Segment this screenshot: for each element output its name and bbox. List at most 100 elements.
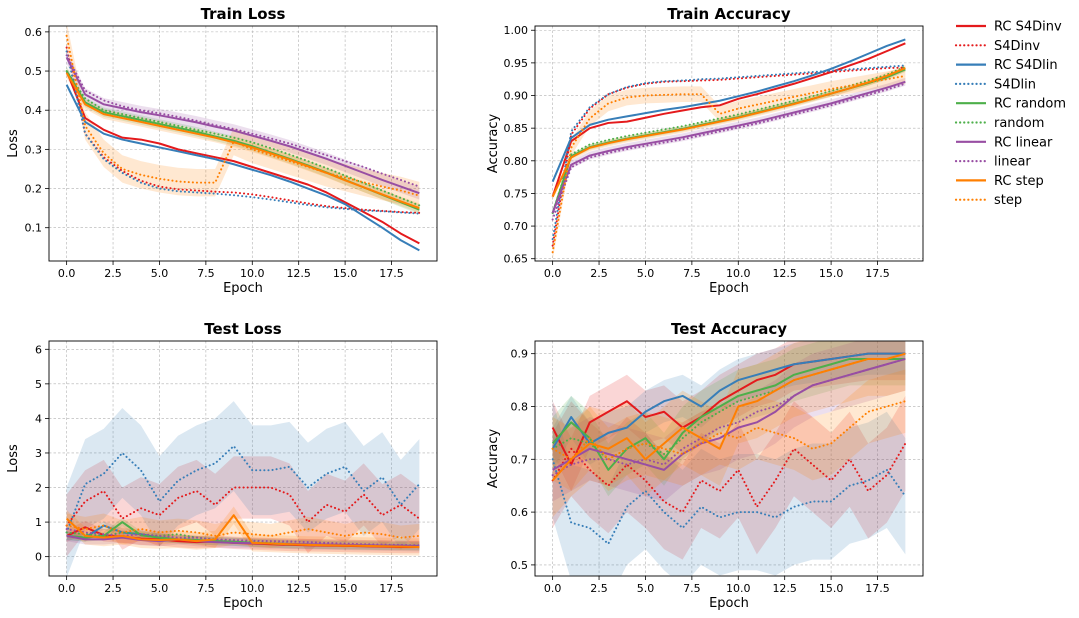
test-loss-x-axis-label: Epoch xyxy=(223,596,263,611)
x-tick-label: 15.0 xyxy=(333,582,358,595)
train-accuracy-line-random xyxy=(551,65,907,215)
x-tick-label: 12.5 xyxy=(286,582,311,595)
legend-item-linear: linear xyxy=(954,155,1031,170)
test-accuracy-x-axis-label: Epoch xyxy=(709,596,749,611)
x-tick-label: 15.0 xyxy=(333,267,358,280)
legend-item-rc-linear: RC linear xyxy=(956,135,1053,150)
train-loss-band-step xyxy=(66,26,420,210)
train-loss-title: Train Loss xyxy=(201,5,286,23)
test-loss-panel: 0.0 2.5 5.0 7.5 10.0 12.5 15.0 17.5 0 1 2 3 4 5 6 Test … xyxy=(6,320,438,611)
legend-item-rc-s4dlin: RC S4Dlin xyxy=(956,58,1058,73)
test-loss-band-rc-s4dlin xyxy=(66,521,420,551)
x-tick-label: 10.0 xyxy=(726,582,751,595)
test-accuracy-plot-area xyxy=(551,341,907,576)
x-tick-label: 17.5 xyxy=(379,267,404,280)
legend-label: random xyxy=(994,116,1044,131)
test-loss-line-linear xyxy=(65,528,421,547)
legend-label: S4Dlin xyxy=(994,77,1036,92)
y-tick-label: 4 xyxy=(35,412,42,425)
x-tick-label: 10.0 xyxy=(726,267,751,280)
train-loss-line-s4dlin xyxy=(65,50,421,215)
train-loss-panel: 0.0 2.5 5.0 7.5 10.0 12.5 15.0 17.5 0.1 0.2 0.3 0.4… xyxy=(6,5,438,296)
test-loss-line-rc-step xyxy=(65,514,420,548)
y-tick-label: 0 xyxy=(35,551,42,564)
y-tick-label: 3 xyxy=(35,447,42,460)
y-tick-label: 0.2 xyxy=(25,183,43,196)
test-accuracy-band-step xyxy=(552,369,906,491)
test-accuracy-line-linear xyxy=(551,357,907,477)
x-tick-label: 7.5 xyxy=(683,582,701,595)
y-tick-label: 1 xyxy=(35,516,42,529)
train-loss-line-rc-linear xyxy=(65,56,420,195)
train-accuracy-plot-area xyxy=(551,38,907,261)
test-accuracy-band-s4dinv xyxy=(552,395,906,560)
y-tick-label: 0.85 xyxy=(504,122,529,135)
train-loss-line-step xyxy=(65,34,421,197)
y-tick-label: 0.1 xyxy=(25,222,43,235)
train-accuracy-axes-frame xyxy=(534,25,924,262)
y-tick-label: 0.6 xyxy=(25,26,43,39)
test-accuracy-line-rc-s4dlin xyxy=(551,352,906,450)
train-accuracy-grid xyxy=(535,26,923,261)
test-accuracy-y-axis-label: Accuracy xyxy=(486,429,501,489)
y-tick-label: 0.9 xyxy=(511,348,529,361)
train-loss-y-axis-label: Loss xyxy=(6,129,21,158)
train-accuracy-x-axis-label: Epoch xyxy=(709,281,749,296)
legend-label: S4Dinv xyxy=(994,39,1040,54)
legend-item-rc-step: RC step xyxy=(956,174,1044,189)
x-tick-label: 12.5 xyxy=(772,582,797,595)
x-tick-label: 5.0 xyxy=(151,267,169,280)
x-tick-label: 2.5 xyxy=(590,582,608,595)
test-accuracy-line-rc-linear xyxy=(552,357,906,471)
legend-label: linear xyxy=(994,155,1031,170)
y-tick-label: 0.3 xyxy=(25,143,43,156)
x-tick-label: 15.0 xyxy=(819,267,844,280)
y-tick-label: 0.5 xyxy=(25,65,43,78)
train-accuracy-line-linear xyxy=(551,82,907,221)
test-accuracy-line-step xyxy=(551,400,907,461)
y-tick-label: 2 xyxy=(35,482,42,495)
test-loss-band-rc-random xyxy=(66,517,420,551)
test-accuracy-title: Test Accuracy xyxy=(671,320,787,338)
test-accuracy-band-s4dlin xyxy=(552,401,906,576)
train-accuracy-band-step xyxy=(552,68,906,261)
x-tick-label: 15.0 xyxy=(819,582,844,595)
test-loss-plot-area xyxy=(65,401,421,576)
legend-label: RC linear xyxy=(994,135,1053,150)
x-tick-label: 17.5 xyxy=(865,582,890,595)
legend-label: RC S4Dlin xyxy=(994,58,1058,73)
x-tick-label: 12.5 xyxy=(286,267,311,280)
test-loss-y-axis-label: Loss xyxy=(6,444,21,473)
legend-item-s4dlin: S4Dlin xyxy=(954,77,1036,92)
test-loss-line-step xyxy=(65,524,421,539)
y-tick-label: 0.8 xyxy=(511,400,529,413)
train-accuracy-line-step xyxy=(551,74,907,254)
y-tick-label: 0.7 xyxy=(511,453,529,466)
x-tick-label: 5.0 xyxy=(151,582,169,595)
legend-label: RC S4Dinv xyxy=(994,20,1062,35)
y-tick-label: 0.65 xyxy=(504,253,529,266)
test-accuracy-line-s4dinv xyxy=(551,442,907,514)
train-loss-band-rc-linear xyxy=(66,51,420,200)
x-tick-label: 17.5 xyxy=(865,267,890,280)
legend-item-rc-s4dinv: RC S4Dinv xyxy=(956,20,1062,35)
test-accuracy-panel: 0.0 2.5 5.0 7.5 10.0 12.5 15.0 17.5 0.5 0.6 0.7 0.8… xyxy=(486,320,924,611)
x-tick-label: 0.0 xyxy=(58,267,76,280)
train-loss-line-rc-s4dlin xyxy=(65,84,420,252)
y-tick-label: 0.6 xyxy=(511,506,529,519)
x-tick-label: 7.5 xyxy=(197,267,215,280)
train-loss-grid xyxy=(49,26,437,261)
legend-item-random: random xyxy=(954,116,1044,131)
test-accuracy-band-rc-s4dinv xyxy=(552,341,906,491)
x-tick-label: 0.0 xyxy=(58,582,76,595)
train-accuracy-y-axis-label: Accuracy xyxy=(486,114,501,174)
x-tick-label: 5.0 xyxy=(637,582,655,595)
x-tick-label: 12.5 xyxy=(772,267,797,280)
x-tick-label: 5.0 xyxy=(637,267,655,280)
test-loss-title: Test Loss xyxy=(204,320,282,338)
train-accuracy-line-rc-s4dlin xyxy=(551,38,906,183)
y-tick-label: 0.70 xyxy=(504,220,529,233)
test-loss-axes-frame xyxy=(48,340,438,577)
x-tick-label: 0.0 xyxy=(544,582,562,595)
x-tick-label: 2.5 xyxy=(590,267,608,280)
